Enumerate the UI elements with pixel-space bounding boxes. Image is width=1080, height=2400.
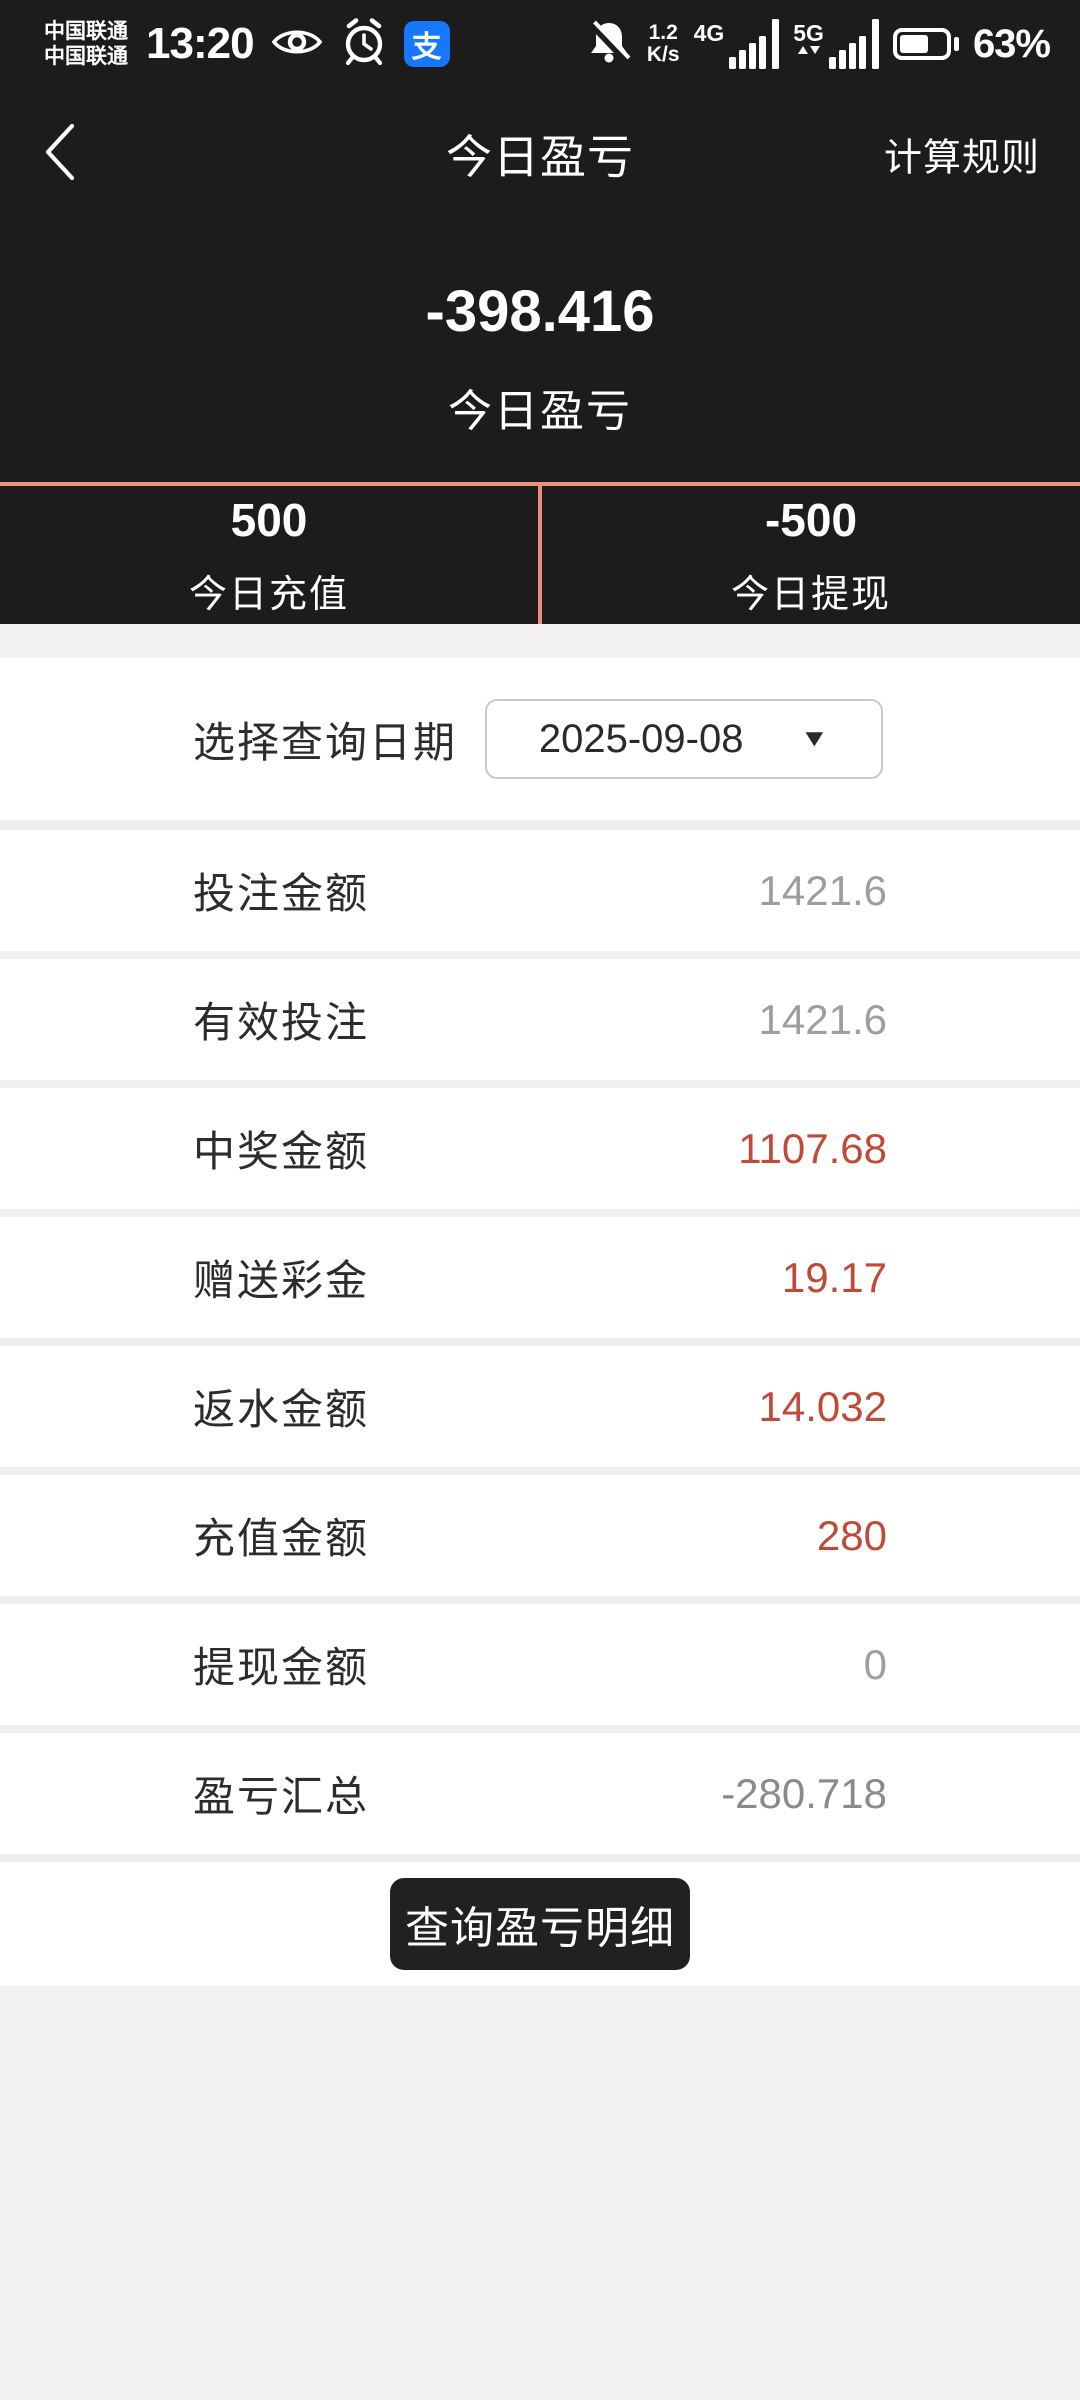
table-row: 返水金额 14.032 bbox=[0, 1346, 1080, 1475]
nav-bar: 今日盈亏 计算规则 bbox=[0, 78, 1080, 230]
battery-percent: 63% bbox=[972, 21, 1051, 66]
sim1-type-label: 4G bbox=[693, 20, 725, 46]
speed-unit: K/s bbox=[646, 43, 680, 66]
row-value: 1107.68 bbox=[738, 1124, 887, 1172]
today-stats: 500 今日充值 -500 今日提现 bbox=[0, 482, 1080, 624]
calculation-rules-button[interactable]: 计算规则 bbox=[883, 137, 1040, 180]
chevron-down-icon: ▼ bbox=[799, 725, 830, 752]
withdraw-value: -500 bbox=[764, 493, 858, 546]
alipay-badge-icon: 支 bbox=[403, 21, 450, 67]
sim2-type-label: 5G bbox=[793, 20, 824, 46]
eye-icon bbox=[270, 24, 324, 65]
carrier-sim1: 中国联通 bbox=[44, 20, 128, 43]
page-title: 今日盈亏 bbox=[446, 131, 634, 183]
query-profit-detail-button[interactable]: 查询盈亏明细 bbox=[390, 1878, 690, 1970]
row-label: 有效投注 bbox=[193, 999, 370, 1046]
row-value: -280.718 bbox=[721, 1769, 887, 1817]
date-picker-row: 选择查询日期 2025-09-08 ▼ bbox=[0, 658, 1080, 830]
section-gap bbox=[0, 624, 1080, 658]
recharge-value: 500 bbox=[230, 493, 308, 546]
network-speed: 1.2 K/s bbox=[647, 22, 680, 66]
date-picker-label: 选择查询日期 bbox=[193, 718, 458, 766]
signal-bars-icon bbox=[729, 19, 780, 69]
row-value: 1421.6 bbox=[758, 995, 887, 1043]
carrier-labels: 中国联通 中国联通 bbox=[44, 19, 128, 69]
chevron-left-icon bbox=[40, 121, 80, 188]
row-label: 中奖金额 bbox=[193, 1128, 370, 1175]
table-row: 提现金额 0 bbox=[0, 1604, 1080, 1733]
table-row: 充值金额 280 bbox=[0, 1475, 1080, 1604]
row-label: 返水金额 bbox=[193, 1386, 370, 1433]
row-label: 赠送彩金 bbox=[193, 1257, 370, 1304]
carrier-sim2: 中国联通 bbox=[44, 45, 128, 68]
recharge-label: 今日充值 bbox=[188, 573, 349, 616]
status-left: 中国联通 中国联通 13:20 bbox=[44, 17, 450, 72]
date-select-value: 2025-09-08 bbox=[538, 716, 744, 761]
row-value: 1421.6 bbox=[758, 866, 887, 914]
row-label: 提现金额 bbox=[193, 1644, 370, 1691]
sim1-head: 4G bbox=[694, 21, 725, 69]
table-row: 赠送彩金 19.17 bbox=[0, 1217, 1080, 1346]
table-row: 有效投注 1421.6 bbox=[0, 959, 1080, 1088]
signal-bars-icon bbox=[828, 19, 879, 69]
data-activity-arrows-icon bbox=[797, 46, 820, 54]
sim2-head: 5G bbox=[793, 21, 824, 69]
today-profit-label: 今日盈亏 bbox=[448, 387, 632, 436]
withdraw-label: 今日提现 bbox=[730, 573, 891, 616]
stats-divider bbox=[538, 486, 542, 624]
status-time: 13:20 bbox=[146, 19, 255, 68]
row-value: 280 bbox=[816, 1511, 887, 1559]
sim1-signal: 4G bbox=[694, 19, 780, 69]
footer-spacer bbox=[0, 1986, 1080, 2400]
button-row: 查询盈亏明细 bbox=[0, 1862, 1080, 1986]
table-row: 投注金额 1421.6 bbox=[0, 830, 1080, 959]
alarm-clock-icon bbox=[340, 17, 388, 72]
status-right: 1.2 K/s 4G 5G bbox=[585, 18, 1051, 71]
summary-list: 投注金额 1421.6 有效投注 1421.6 中奖金额 1107.68 赠送彩… bbox=[0, 830, 1080, 1862]
today-profit-amount: -398.416 bbox=[425, 279, 655, 344]
table-row: 中奖金额 1107.68 bbox=[0, 1088, 1080, 1217]
row-value: 0 bbox=[863, 1640, 887, 1688]
table-row: 盈亏汇总 -280.718 bbox=[0, 1733, 1080, 1862]
alipay-glyph: 支 bbox=[411, 31, 442, 64]
battery-icon bbox=[892, 28, 959, 60]
bell-muted-icon bbox=[585, 18, 633, 71]
hero-summary: -398.416 今日盈亏 bbox=[0, 230, 1080, 439]
row-label: 充值金额 bbox=[193, 1515, 370, 1562]
status-bar: 中国联通 中国联通 13:20 bbox=[0, 0, 1080, 78]
today-withdraw-stat: -500 今日提现 bbox=[542, 486, 1080, 624]
row-label: 投注金额 bbox=[193, 870, 370, 917]
top-panel: 中国联通 中国联通 13:20 bbox=[0, 0, 1080, 624]
row-value: 14.032 bbox=[758, 1382, 887, 1430]
row-value: 19.17 bbox=[781, 1253, 887, 1301]
today-recharge-stat: 500 今日充值 bbox=[0, 486, 538, 624]
back-button[interactable] bbox=[40, 119, 100, 189]
speed-value: 1.2 bbox=[648, 21, 678, 44]
row-label: 盈亏汇总 bbox=[193, 1773, 370, 1820]
date-select[interactable]: 2025-09-08 ▼ bbox=[485, 699, 884, 779]
sim2-signal: 5G bbox=[793, 19, 879, 69]
